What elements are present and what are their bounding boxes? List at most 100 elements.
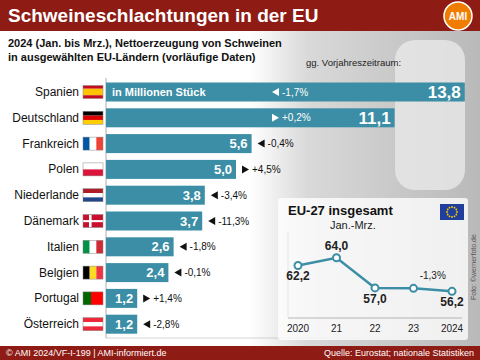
photo-credit: Foto: ©wernerfoto.de bbox=[470, 234, 477, 300]
flag bbox=[83, 111, 103, 124]
flag-border bbox=[83, 215, 103, 228]
eu-star bbox=[454, 215, 456, 217]
change-label: -0,1% bbox=[184, 267, 210, 278]
change-arrow bbox=[143, 320, 150, 328]
flag-part bbox=[83, 197, 103, 201]
x-tick-label: 23 bbox=[408, 323, 420, 334]
flag-part bbox=[83, 322, 103, 326]
change-label: -2,8% bbox=[153, 319, 179, 330]
bar bbox=[106, 237, 174, 256]
eu-star bbox=[447, 214, 449, 216]
flag-part bbox=[83, 318, 103, 322]
data-label: 5,6 bbox=[230, 136, 248, 151]
eu-star bbox=[451, 216, 453, 218]
flag-part bbox=[83, 137, 90, 150]
category-label: Spanien bbox=[35, 85, 79, 99]
change-arrow bbox=[208, 217, 215, 225]
axis-line bbox=[288, 318, 462, 319]
data-label: 64,0 bbox=[325, 239, 349, 253]
eu-star bbox=[455, 209, 457, 211]
marker bbox=[410, 285, 417, 292]
change-label: -0,4% bbox=[268, 138, 294, 149]
data-label: 56,2 bbox=[440, 295, 464, 309]
photo bbox=[250, 31, 480, 346]
flag bbox=[83, 189, 103, 202]
flag-part bbox=[83, 240, 90, 253]
change-arrow bbox=[211, 191, 218, 199]
data-label: 1,2 bbox=[115, 317, 133, 332]
flag-part bbox=[83, 215, 103, 228]
change-label: -11,3% bbox=[218, 216, 249, 227]
flag-border bbox=[83, 86, 103, 99]
category-label: Polen bbox=[48, 162, 79, 176]
flag-part bbox=[96, 266, 103, 279]
change-label: -3,4% bbox=[221, 190, 247, 201]
flag-part bbox=[90, 240, 97, 253]
change-label: +1,4% bbox=[153, 293, 182, 304]
flag bbox=[83, 137, 103, 150]
subtitle: 2024 (Jan. bis Mrz.), Nettoerzeugung von… bbox=[8, 37, 282, 49]
flag-part bbox=[83, 292, 91, 305]
line-labels: 62,264,057,056,2-1,3%20202122232024 bbox=[286, 239, 464, 334]
flag-part bbox=[83, 220, 103, 222]
bar bbox=[106, 134, 252, 153]
eu-star bbox=[447, 209, 449, 211]
flag-part bbox=[83, 120, 103, 124]
flag-part bbox=[83, 111, 103, 115]
subtitle: in ausgewählten EU-Ländern (vorläufige D… bbox=[8, 51, 256, 63]
chart: Schweineschlachtungen in der EUAMI2024 (… bbox=[0, 0, 480, 360]
category-label: Frankreich bbox=[22, 137, 79, 151]
logo-text: AMI bbox=[449, 11, 468, 22]
eu-star bbox=[451, 206, 453, 208]
bar bbox=[106, 186, 205, 205]
data-label: 57,0 bbox=[363, 292, 387, 306]
background bbox=[0, 0, 480, 360]
flag-part bbox=[96, 137, 103, 150]
bar bbox=[106, 212, 202, 231]
flag-part bbox=[96, 240, 103, 253]
bar bbox=[106, 108, 395, 127]
flag-border bbox=[83, 137, 103, 150]
data-label: 2,4 bbox=[146, 265, 165, 280]
flag-part bbox=[91, 292, 103, 305]
eu-star bbox=[449, 207, 451, 209]
flag-border bbox=[83, 111, 103, 124]
flag-part bbox=[83, 169, 103, 176]
data-label: 1,2 bbox=[115, 291, 133, 306]
data-label: 2,6 bbox=[152, 239, 170, 254]
logo bbox=[444, 2, 472, 30]
flag-part bbox=[83, 89, 103, 96]
flag-part bbox=[83, 95, 103, 98]
eu-star bbox=[456, 211, 458, 213]
marker bbox=[333, 254, 340, 261]
category-label: Dänemark bbox=[24, 214, 80, 228]
axis-label: in Millionen Stück bbox=[112, 86, 206, 98]
eu-star bbox=[455, 214, 457, 216]
flag bbox=[83, 266, 103, 279]
change-label: -1,8% bbox=[190, 241, 216, 252]
photo-figure bbox=[395, 40, 465, 190]
category-label: Portugal bbox=[34, 291, 79, 305]
flag bbox=[83, 240, 103, 253]
x-tick-label: 21 bbox=[331, 323, 343, 334]
bar bbox=[106, 263, 168, 282]
category-label: Italien bbox=[47, 240, 79, 254]
marker bbox=[372, 284, 379, 291]
data-label: 13,8 bbox=[428, 83, 461, 102]
line-group bbox=[295, 254, 456, 295]
change-arrow bbox=[143, 294, 150, 302]
annotation: gg. Vorjahreszeitraum: bbox=[306, 57, 401, 68]
category-label: Belgien bbox=[39, 266, 79, 280]
bar bbox=[106, 83, 465, 102]
flag-part bbox=[83, 116, 103, 120]
flag-border bbox=[83, 163, 103, 176]
flag-border bbox=[83, 240, 103, 253]
bar bbox=[106, 289, 137, 308]
change-arrow bbox=[242, 165, 249, 173]
flag-part bbox=[83, 86, 103, 89]
eu-star bbox=[446, 211, 448, 213]
flag-part bbox=[83, 193, 103, 197]
flag-border bbox=[83, 318, 103, 331]
flag-border bbox=[83, 189, 103, 202]
footer bbox=[0, 346, 480, 360]
